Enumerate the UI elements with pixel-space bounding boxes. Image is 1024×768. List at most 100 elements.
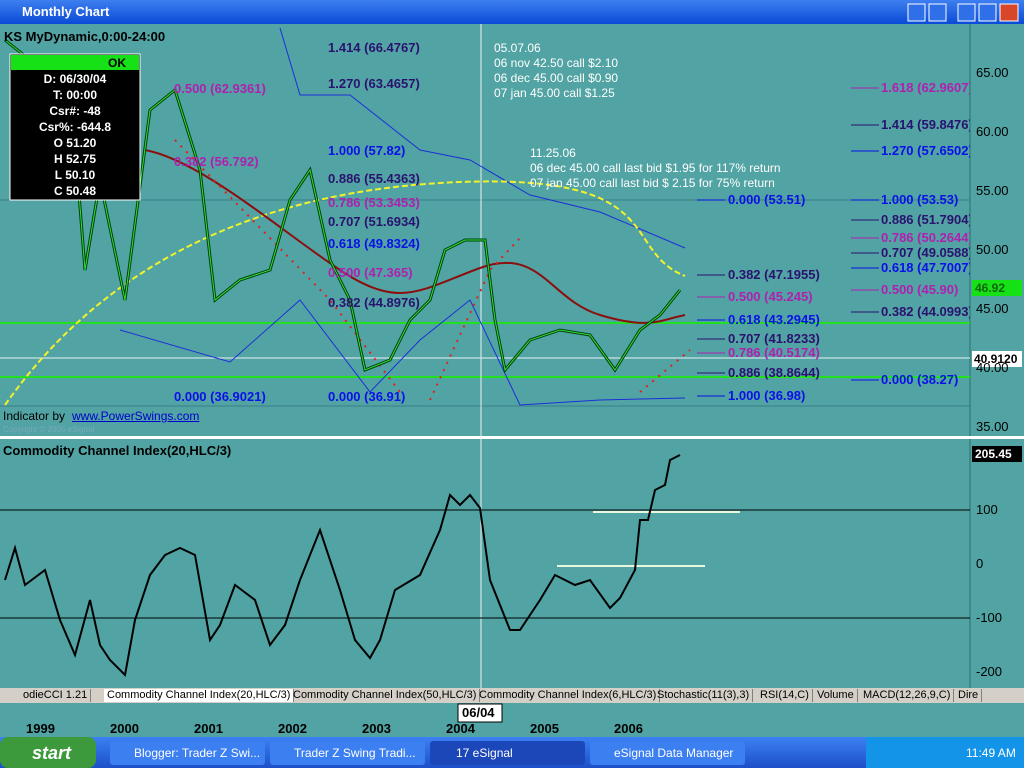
- task-button[interactable]: [110, 741, 265, 765]
- year-label: 2004: [446, 721, 475, 736]
- moving-average: [144, 149, 686, 324]
- fib-label: 1.414 (66.4767): [328, 40, 420, 55]
- year-label: 1999: [26, 721, 55, 736]
- task-button[interactable]: [270, 741, 425, 765]
- task-label[interactable]: Trader Z Swing Tradi...: [294, 746, 416, 760]
- fib-label: 0.618 (43.2945): [728, 312, 820, 327]
- task-label[interactable]: eSignal Data Manager: [614, 746, 734, 760]
- annotation: 06 dec 45.00 call $0.90: [494, 71, 619, 85]
- task-button[interactable]: [430, 741, 585, 765]
- cci-tick-label: 100: [976, 502, 998, 517]
- fib-label: 0.382 (44.8976): [328, 295, 420, 310]
- year-label: 2002: [278, 721, 307, 736]
- task-label[interactable]: 17 eSignal: [456, 746, 513, 760]
- time-axis: [0, 703, 1024, 737]
- fib-label: 0.786 (53.3453): [328, 195, 420, 210]
- data-window-field: T: 00:00: [52, 88, 98, 102]
- annotation: 07 jan 45.00 call last bid $ 2.15 for 75…: [530, 176, 775, 190]
- data-window-header: [11, 55, 139, 70]
- close-button[interactable]: [999, 3, 1019, 22]
- indicator-tab[interactable]: RSI(14,C): [757, 689, 813, 702]
- price-tick-label: 60.00: [976, 124, 1009, 139]
- fib-label: 0.000 (38.27): [881, 373, 959, 387]
- fib-label: 1.270 (63.4657): [328, 76, 420, 91]
- parabolic-sar: [174, 139, 691, 401]
- start-button[interactable]: [0, 737, 96, 768]
- fib-label: 0.382 (47.1955): [728, 267, 820, 282]
- credit-text: Indicator by: [3, 409, 66, 423]
- data-window-field: L 50.10: [54, 168, 96, 182]
- task-label[interactable]: Blogger: Trader Z Swi...: [134, 746, 261, 760]
- year-label: 2005: [530, 721, 559, 736]
- fib-label: 0.786 (40.5174): [728, 345, 820, 360]
- fib-label: 0.707 (51.6934): [328, 214, 420, 229]
- fib-label: 0.500 (45.90): [881, 283, 959, 297]
- fib-label: 0.618 (47.7007): [881, 261, 970, 275]
- app-restore[interactable]: [978, 3, 997, 22]
- indicator-tab[interactable]: Commodity Channel Index(6,HLC/3): [476, 689, 661, 702]
- indicator-tab[interactable]: odieCCI 1.21: [20, 689, 92, 702]
- price-tick-label: 65.00: [976, 65, 1009, 80]
- fib-label: 0.618 (49.8324): [328, 236, 420, 251]
- data-window: [9, 53, 141, 201]
- fib-label: 0.886 (55.4363): [328, 171, 420, 186]
- indicator-tab[interactable]: Dire: [955, 689, 983, 702]
- year-label: 2003: [362, 721, 391, 736]
- cci-value-box: [972, 446, 1022, 462]
- indicator-tab[interactable]: Stochastic(11(3),3): [654, 689, 754, 702]
- price-tick-label: 55.00: [976, 183, 1009, 198]
- cci-tick-label: -200: [976, 664, 1003, 679]
- credit-link[interactable]: www.PowerSwings.com: [72, 409, 200, 423]
- price-tick-label: 35.00: [976, 419, 1009, 434]
- system-tray: [866, 737, 1024, 768]
- annotation: 06 nov 42.50 call $2.10: [494, 56, 619, 70]
- restore-button[interactable]: [928, 3, 947, 22]
- minimize-button[interactable]: [907, 3, 926, 22]
- symbol-label: KS MyDynamic,0:00-24:00: [4, 29, 166, 44]
- cci-tick-label: 0: [976, 556, 984, 571]
- fib-label: 1.270 (57.6502): [881, 144, 970, 158]
- fib-label: 0.886 (38.8644): [728, 365, 820, 380]
- cursor-date-box: [457, 703, 503, 723]
- year-label: 2001: [194, 721, 223, 736]
- fib-label: 0.000 (36.91): [328, 389, 406, 404]
- start-label: start: [32, 743, 72, 763]
- fib-label: 0.786 (50.2644): [881, 231, 970, 245]
- app-minimize[interactable]: [957, 3, 976, 22]
- title-bar: [0, 0, 1024, 24]
- annotation: 05.07.06: [494, 41, 541, 55]
- fib-label: 0.000 (53.51): [728, 192, 806, 207]
- indicator-tab[interactable]: MACD(12,26,9,C): [860, 689, 955, 702]
- fib-label: 0.500 (47.365): [328, 265, 413, 280]
- annotation: 07 jan 45.00 call $1.25: [494, 86, 615, 100]
- window-title: Monthly Chart: [22, 4, 110, 19]
- fib-label: 0.500 (45.245): [728, 289, 813, 304]
- fib-label: 0.500 (62.9361): [174, 81, 266, 96]
- fib-label: 0.707 (49.0588): [881, 246, 970, 260]
- fib-label: 0.000 (36.9021): [174, 389, 266, 404]
- cursor-date: 06/04: [462, 705, 495, 720]
- fib-label: 1.414 (59.8476): [881, 118, 970, 132]
- fib-label: 0.886 (51.7904): [881, 213, 970, 227]
- annotation: 11.25.06: [530, 146, 576, 160]
- clock: 11:49 AM: [966, 746, 1016, 760]
- data-window-status: OK: [108, 56, 126, 70]
- pane-divider: [0, 436, 1024, 439]
- indicator-value: 205.45: [975, 447, 1012, 461]
- data-window-field: C 50.48: [53, 184, 97, 198]
- fib-label: 0.382 (44.0993): [881, 305, 970, 319]
- copyright: Copyright © 2005 eSignal: [3, 425, 95, 434]
- indicator-tab[interactable]: Volume: [814, 689, 858, 702]
- cursor-price: 40.9120: [974, 352, 1018, 366]
- fib-label: 1.000 (53.53): [881, 193, 959, 207]
- indicator-tab[interactable]: Commodity Channel Index(20,HLC/3): [104, 689, 295, 702]
- indicator-tab[interactable]: Commodity Channel Index(50,HLC/3): [290, 689, 481, 702]
- task-button[interactable]: [590, 741, 745, 765]
- fib-label: 0.707 (41.8233): [728, 331, 820, 346]
- cursor-price-box: [972, 351, 1022, 367]
- band-lower: [119, 299, 686, 406]
- indicator-title: Commodity Channel Index(20,HLC/3): [3, 443, 232, 458]
- price-tick-label: 40.00: [976, 360, 1009, 375]
